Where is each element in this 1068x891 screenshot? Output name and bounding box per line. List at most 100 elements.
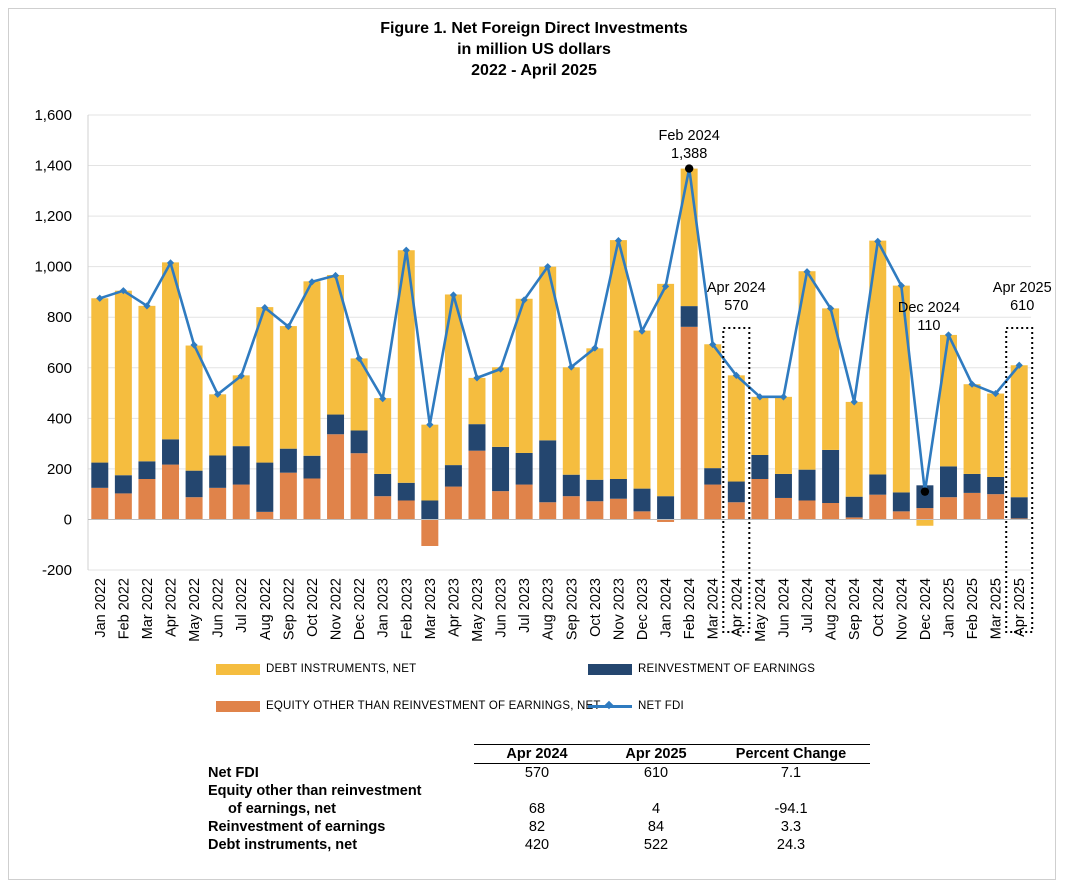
x-tick-label: Mar 2023 xyxy=(423,578,439,639)
bar-reinvestment xyxy=(562,474,580,497)
bar-equity xyxy=(374,496,392,520)
bar-debt xyxy=(162,262,179,440)
bar-debt xyxy=(232,375,250,447)
bar-debt xyxy=(1010,365,1028,498)
bar-debt xyxy=(657,283,675,497)
bar-debt xyxy=(468,377,486,425)
bar-reinvestment xyxy=(987,476,1005,495)
highlight-marker xyxy=(684,164,694,173)
bar-reinvestment xyxy=(845,496,863,518)
bar-debt xyxy=(869,240,887,475)
bar-equity xyxy=(492,491,510,520)
y-tick-label: 1,400 xyxy=(34,158,72,175)
y-tick-label: 400 xyxy=(47,410,72,427)
bar-reinvestment xyxy=(232,446,250,485)
x-tick-label: May 2022 xyxy=(187,578,203,642)
x-tick-label: Jun 2022 xyxy=(211,578,227,638)
annotation-label: 110 xyxy=(917,318,940,334)
row-value-apr-2025: 4 xyxy=(651,801,661,817)
bar-equity xyxy=(892,511,910,520)
row-value-apr-2024: 420 xyxy=(524,837,550,853)
row-value-apr-2024: 82 xyxy=(528,819,546,835)
bar-reinvestment xyxy=(869,474,887,495)
x-tick-label: Jan 2024 xyxy=(659,578,675,638)
bar-equity xyxy=(138,479,156,520)
chart-title-line-1: Figure 1. Net Foreign Direct Investments xyxy=(380,20,688,37)
x-tick-label: Dec 2022 xyxy=(352,578,368,640)
bar-equity xyxy=(609,498,627,520)
bar-debt xyxy=(727,375,745,482)
bar-equity xyxy=(916,508,934,520)
bar-debt xyxy=(492,367,510,447)
bar-reinvestment xyxy=(657,496,675,520)
row-label: Reinvestment of earnings xyxy=(208,819,386,835)
legend-label-reinvest: REINVESTMENT OF EARNINGS xyxy=(638,663,816,675)
row-value-percent: -94.1 xyxy=(774,801,808,817)
legend-label-debt: DEBT INSTRUMENTS, NET xyxy=(266,663,417,675)
row-value-apr-2025: 522 xyxy=(643,837,669,853)
table-row: of earnings, net 68 4 -94.1 xyxy=(204,800,870,818)
net-fdi-point xyxy=(143,302,151,310)
bar-equity xyxy=(539,502,557,520)
bar-reinvestment xyxy=(350,430,368,454)
net-fdi-point xyxy=(709,340,717,349)
net-fdi-point xyxy=(473,374,481,382)
bar-reinvestment xyxy=(327,414,345,435)
row-value-apr-2024: 68 xyxy=(528,801,546,817)
row-value-percent: 7.1 xyxy=(780,765,802,781)
bar-reinvestment xyxy=(798,469,816,501)
bar-equity xyxy=(350,453,368,520)
bar-reinvestment xyxy=(91,462,109,488)
bar-equity xyxy=(515,484,533,520)
bar-equity xyxy=(657,519,675,522)
bar-reinvestment xyxy=(114,475,132,494)
bar-equity xyxy=(209,487,227,520)
bar-reinvestment xyxy=(374,473,392,497)
bar-debt xyxy=(822,308,840,450)
row-value-percent: 3.3 xyxy=(780,819,802,835)
table-row: Debt instruments, net 420 522 24.3 xyxy=(204,836,870,854)
bar-equity xyxy=(185,497,203,520)
table-header-apr-2025: Apr 2025 xyxy=(600,744,712,764)
net-fdi-point xyxy=(237,372,245,380)
net-fdi-line xyxy=(99,167,1021,493)
bar-reinvestment xyxy=(963,473,981,493)
bar-equity xyxy=(279,472,297,520)
net-fdi-point xyxy=(567,363,575,371)
legend-swatch-reinvest xyxy=(588,663,632,675)
net-fdi-point xyxy=(827,304,835,312)
net-fdi-point xyxy=(756,393,764,401)
x-tick-label: May 2023 xyxy=(470,578,486,642)
row-value-apr-2025 xyxy=(600,782,712,800)
y-tick-label: 200 xyxy=(47,461,72,478)
x-tick-label: Jan 2025 xyxy=(941,578,957,638)
bar-equity xyxy=(727,502,745,520)
legend-label-net-fdi: NET FDI xyxy=(638,700,684,712)
x-tick-label: Aug 2024 xyxy=(824,578,840,640)
annotation-label: Feb 2024 xyxy=(659,128,720,144)
bar-reinvestment xyxy=(633,488,651,512)
net-fdi-point xyxy=(968,380,976,388)
bar-debt xyxy=(774,396,792,474)
bar-equity xyxy=(586,501,604,520)
highlight-marker xyxy=(920,487,930,496)
legend-swatch-debt xyxy=(216,663,260,675)
annotation-label: Dec 2024 xyxy=(898,300,960,316)
bar-equity xyxy=(421,519,439,546)
table-header-percent-change: Percent Change xyxy=(712,744,870,764)
bar-debt xyxy=(279,326,297,449)
x-tick-label: Feb 2022 xyxy=(116,578,132,639)
bar-reinvestment xyxy=(492,446,510,492)
bar-equity xyxy=(680,326,698,520)
net-fdi-point xyxy=(874,237,882,245)
bar-debt xyxy=(987,393,1005,477)
legend-line-net-fdi xyxy=(588,700,632,712)
x-tick-label: Nov 2022 xyxy=(329,578,345,640)
bar-reinvestment xyxy=(421,500,439,520)
bar-equity xyxy=(327,434,345,520)
row-value-percent xyxy=(712,782,870,800)
net-fdi-point xyxy=(638,327,646,335)
net-fdi-point xyxy=(944,331,953,339)
row-value-apr-2024: 570 xyxy=(524,765,550,781)
x-tick-label: Mar 2025 xyxy=(989,578,1005,639)
